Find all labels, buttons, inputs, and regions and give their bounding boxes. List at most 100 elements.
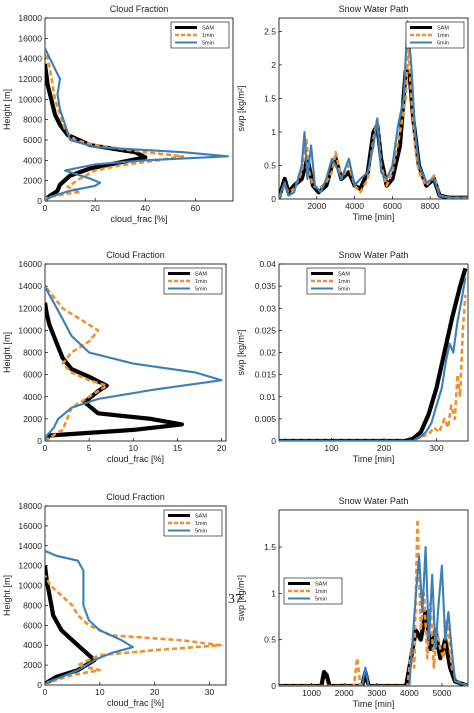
series-line-5min [279, 546, 468, 686]
axes-box [44, 17, 234, 202]
x-tick-label: 40 [141, 203, 151, 213]
x-tick-label: 0 [43, 687, 48, 697]
x-tick-label: 200 [377, 443, 391, 453]
series-line-1min [279, 294, 467, 441]
y-tick-label: 0.04 [259, 259, 276, 269]
x-tick-label: 4000 [345, 201, 364, 211]
y-tick-label: 8000 [23, 600, 42, 610]
x-tick-label: 30 [205, 687, 215, 697]
series-line-5min [45, 285, 223, 441]
y-tick-label: 14000 [18, 541, 42, 551]
series-group [279, 267, 468, 441]
y-tick-label: 16000 [18, 259, 42, 269]
x-tick-label: 0 [43, 203, 48, 213]
legend-label-1min: 1min [437, 33, 449, 39]
series-line-5min [45, 48, 230, 201]
y-tick-label: 0.03 [259, 303, 276, 313]
y-tick-label: 1.5 [264, 93, 276, 103]
x-axis-label: Time [min] [353, 212, 395, 222]
y-tick-label: 16000 [18, 521, 42, 531]
x-axis-label: Time [min] [353, 454, 395, 464]
series-group [279, 517, 468, 686]
x-tick-label: 20 [90, 203, 100, 213]
legend-label-SAM: SAM [338, 272, 350, 278]
x-tick-label: 300 [429, 443, 443, 453]
y-tick-label: 16000 [18, 33, 42, 43]
y-tick-label: 0 [271, 194, 276, 204]
y-axis-label: swp [kg/m²] [236, 329, 246, 375]
x-tick-label: 60 [191, 203, 201, 213]
legend-label-5min: 5min [338, 287, 350, 293]
y-tick-label: 1 [271, 127, 276, 137]
legend-label-5min: 5min [202, 41, 214, 47]
legend-box [306, 267, 366, 295]
x-tick-label: 6000 [383, 201, 402, 211]
y-tick-label: 4000 [23, 640, 42, 650]
x-tick-label: 4000 [400, 688, 419, 698]
y-tick-label: 0.5 [264, 160, 276, 170]
y-tick-label: 0 [271, 681, 276, 691]
y-tick-label: 8000 [23, 348, 42, 358]
series-line-1min [279, 43, 468, 199]
series-line-SAM [45, 565, 97, 685]
y-tick-label: 12000 [18, 561, 42, 571]
legend-label-1min: 1min [195, 279, 207, 285]
series-group [279, 20, 468, 199]
legend-box [163, 509, 223, 537]
chart-title: Snow Water Path [339, 496, 409, 506]
y-tick-label: 6000 [23, 135, 42, 145]
legend-label-SAM: SAM [195, 272, 207, 278]
series-line-1min [45, 285, 109, 441]
y-tick-label: 10000 [18, 325, 42, 335]
y-tick-label: 0.025 [255, 325, 277, 335]
page-number: 37 [228, 592, 242, 607]
series-line-5min [279, 20, 468, 199]
series-line-SAM [45, 302, 184, 441]
y-tick-label: 12000 [18, 74, 42, 84]
legend-label-1min: 1min [202, 33, 214, 39]
chart-title: Snow Water Path [339, 250, 409, 260]
y-tick-label: 6000 [23, 620, 42, 630]
legend-label-1min: 1min [315, 589, 327, 595]
y-tick-label: 0 [271, 436, 276, 446]
y-tick-label: 0 [37, 680, 42, 690]
y-tick-label: 0 [37, 196, 42, 206]
y-tick-label: 2000 [23, 660, 42, 670]
y-tick-label: 0.015 [255, 370, 277, 380]
y-axis-label: Height [m] [2, 332, 12, 373]
legend-label-SAM: SAM [437, 26, 449, 32]
legend-label-SAM: SAM [195, 514, 207, 520]
y-tick-label: 0.005 [255, 414, 277, 424]
legend-box [170, 21, 230, 49]
y-tick-label: 0 [37, 436, 42, 446]
x-axis-label: Time [min] [353, 699, 395, 709]
legend-label-SAM: SAM [202, 26, 214, 32]
x-axis-label: cloud_frac [%] [110, 214, 167, 224]
y-tick-label: 2 [271, 60, 276, 70]
chart-panel-4: Snow Water Path 100 200 300 0 0.005 0.01 0.015 0… [236, 250, 469, 464]
y-tick-label: 10000 [18, 581, 42, 591]
x-tick-label: 5 [87, 443, 92, 453]
x-axis-label: cloud_frac [%] [107, 454, 164, 464]
y-tick-label: 14000 [18, 281, 42, 291]
axes-box [278, 17, 469, 200]
legend-label-1min: 1min [338, 279, 350, 285]
y-tick-label: 2.5 [264, 26, 276, 36]
legend-box [283, 577, 343, 605]
x-tick-label: 3000 [367, 688, 386, 698]
x-tick-label: 2000 [307, 201, 326, 211]
legend-label-5min: 5min [437, 41, 449, 47]
y-tick-label: 6000 [23, 370, 42, 380]
series-line-5min [45, 549, 134, 685]
x-axis-label: cloud_frac [%] [107, 698, 164, 708]
y-axis-label: Height [m] [2, 89, 12, 130]
y-tick-label: 14000 [18, 54, 42, 64]
y-tick-label: 10000 [18, 94, 42, 104]
chart-title: Cloud Fraction [106, 492, 165, 502]
y-axis-label: swp [kg/m²] [236, 575, 246, 621]
chart-panel-3: Cloud Fraction 0 5 10 15 20 0 2000 4000 6000 8000 1… [2, 250, 227, 464]
x-tick-label: 20 [150, 687, 160, 697]
